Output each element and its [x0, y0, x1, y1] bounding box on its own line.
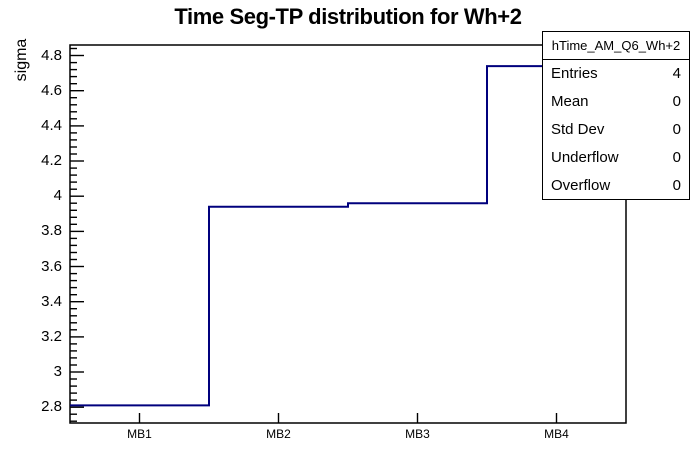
y-tick-label: 4.4 — [41, 116, 62, 134]
stats-label: Overflow — [551, 176, 611, 194]
stats-value: 0 — [672, 176, 681, 194]
y-tick-label: 2.8 — [41, 398, 62, 416]
stats-box-title: hTime_AM_Q6_Wh+2 — [543, 32, 689, 60]
stats-box: hTime_AM_Q6_Wh+2 Entries 4 Mean 0 Std De… — [542, 31, 690, 200]
y-tick-label: 4.6 — [41, 81, 62, 99]
stats-label: Entries — [551, 65, 598, 83]
stats-row-overflow: Overflow 0 — [543, 171, 689, 199]
y-tick-label: 3 — [53, 363, 62, 380]
stats-row-underflow: Underflow 0 — [543, 143, 689, 171]
stats-label: Std Dev — [551, 120, 605, 138]
x-tick-label: MB1 — [127, 427, 152, 441]
y-tick-label: 3.4 — [41, 292, 62, 310]
y-tick-label: 4.8 — [41, 46, 62, 64]
stats-label: Underflow — [551, 148, 619, 166]
stats-row-entries: Entries 4 — [543, 60, 689, 88]
stats-row-mean: Mean 0 — [543, 88, 689, 116]
plot-frame — [69, 44, 627, 424]
stats-value: 0 — [672, 148, 681, 166]
stats-value: 0 — [672, 93, 681, 111]
x-tick-label: MB4 — [544, 427, 569, 441]
x-tick-label: MB3 — [405, 427, 430, 441]
stats-value: 0 — [672, 120, 681, 138]
y-tick-label: 3.2 — [41, 327, 62, 345]
x-tick-label: MB2 — [266, 427, 291, 441]
stats-label: Mean — [551, 93, 589, 111]
plot-title: Time Seg-TP distribution for Wh+2 — [174, 4, 522, 29]
y-tick-label: 4.2 — [41, 152, 62, 170]
stats-value: 4 — [672, 65, 681, 83]
stats-box-rows: Entries 4 Mean 0 Std Dev 0 Underflow 0 O… — [543, 60, 689, 199]
histogram-step-line — [70, 65, 626, 407]
y-tick-label: 3.6 — [41, 257, 62, 275]
y-tick-label: 3.8 — [41, 222, 62, 240]
y-tick-label: 4 — [53, 187, 62, 205]
stats-row-stddev: Std Dev 0 — [543, 116, 689, 144]
